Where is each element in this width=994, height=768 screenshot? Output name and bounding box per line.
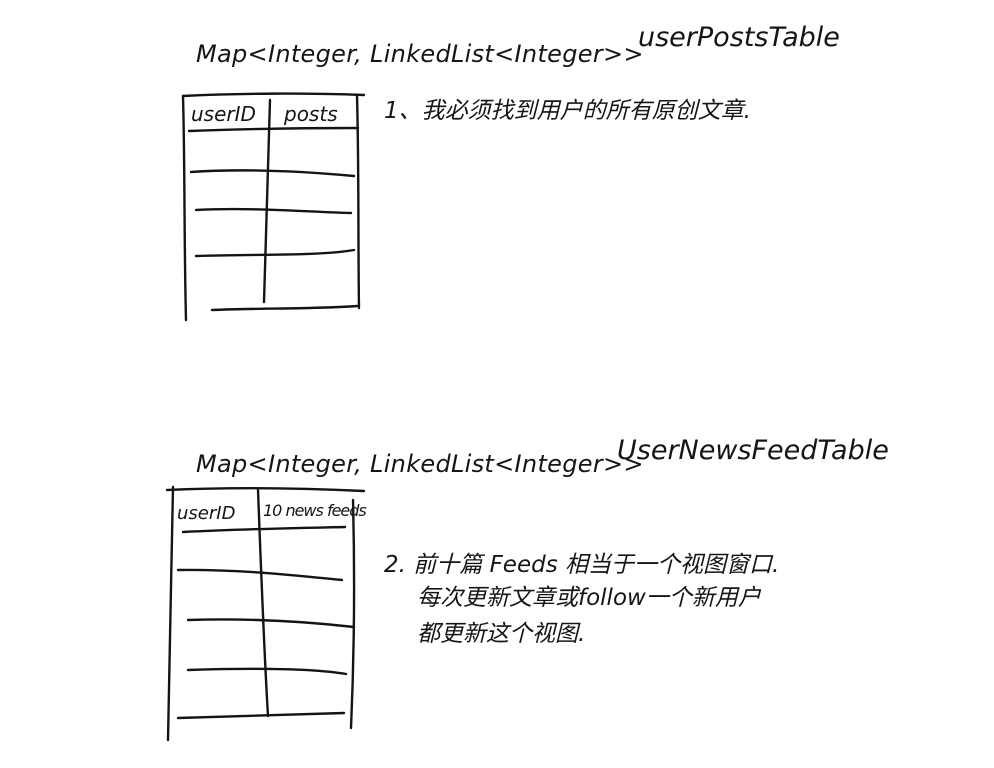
- table2-column-divider: [256, 488, 270, 718]
- table2-type-label: Map<Integer, LinkedList<Integer>>: [196, 450, 644, 478]
- table2-col-news-feeds: 10 news feeds: [263, 501, 367, 520]
- note-2-line-1: 2. 前十篇 Feeds 相当于一个视图窗口.: [384, 552, 780, 578]
- table1-row-line: [194, 248, 356, 258]
- table1-column-divider: [262, 98, 272, 304]
- table2-top-border: [165, 486, 366, 493]
- table2-col-userid: userID: [177, 503, 236, 524]
- table2-left-border: [166, 485, 175, 742]
- table1-type-label: Map<Integer, LinkedList<Integer>>: [196, 40, 644, 68]
- table1-col-userid: userID: [191, 102, 256, 126]
- table1-row-line: [210, 304, 359, 312]
- table1-top-border: [181, 92, 366, 98]
- table2-row-line: [176, 568, 344, 582]
- note-2-line-2: 每次更新文章或follow一个新用户: [417, 585, 761, 611]
- note-2-line-3: 都更新这个视图.: [417, 621, 586, 647]
- table1-left-border: [181, 94, 188, 322]
- table1-row-line: [189, 169, 356, 178]
- table1-col-posts: posts: [284, 102, 338, 126]
- table2-name: UserNewsFeedTable: [617, 435, 889, 466]
- note-1: 1、我必须找到用户的所有原创文章.: [384, 98, 751, 124]
- table1-header-line: [187, 126, 360, 133]
- table1-right-border: [355, 93, 361, 310]
- table2-header-line: [181, 525, 347, 534]
- table2-row-line: [186, 667, 348, 676]
- table1-name: userPostsTable: [638, 22, 840, 53]
- table2-row-line: [186, 618, 356, 629]
- table2-right-border: [349, 498, 356, 730]
- table2-row-line: [176, 711, 346, 720]
- table1-row-line: [194, 207, 353, 215]
